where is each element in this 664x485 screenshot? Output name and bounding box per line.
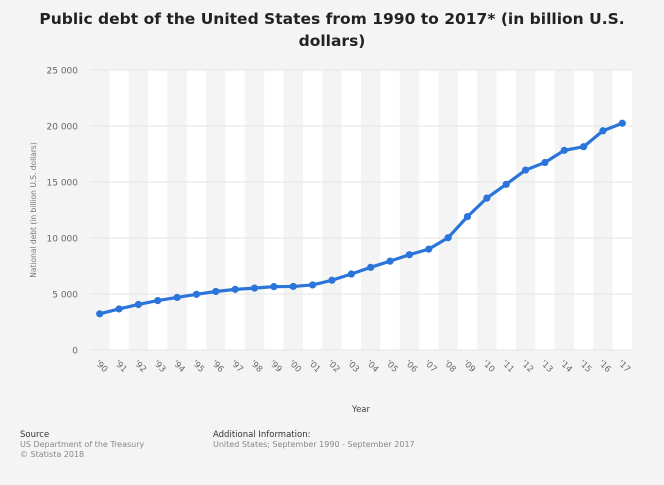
data-point <box>599 127 607 135</box>
chart-title: Public debt of the United States from 19… <box>39 10 625 50</box>
y-tick-label: 15 000 <box>47 179 79 189</box>
source-line-statista: © Statista 2018 <box>20 450 85 459</box>
x-tick-label: '00 <box>286 358 302 374</box>
x-tick-label: '93 <box>151 358 167 374</box>
data-point <box>425 245 433 253</box>
y-tick-label: 5 000 <box>52 291 78 301</box>
background-band <box>419 70 439 350</box>
data-point <box>405 251 413 259</box>
x-tick-label: '05 <box>383 358 399 374</box>
data-point <box>289 282 297 291</box>
background-band <box>380 70 400 350</box>
data-point <box>328 276 336 284</box>
data-point <box>521 166 530 174</box>
data-point <box>502 180 510 188</box>
x-tick-label: '97 <box>228 358 244 374</box>
x-tick-label: '10 <box>480 358 496 374</box>
data-point <box>463 213 472 221</box>
x-tick-label: '14 <box>557 358 573 374</box>
data-point <box>580 143 588 151</box>
data-point <box>367 263 375 271</box>
data-point <box>270 283 278 291</box>
background-band <box>457 70 478 350</box>
data-point <box>231 285 239 293</box>
x-tick-label: '94 <box>170 358 186 374</box>
background-band <box>535 70 555 350</box>
x-tick-label: '06 <box>403 358 419 374</box>
data-point <box>173 293 181 302</box>
data-point <box>560 146 568 154</box>
data-point <box>154 296 162 305</box>
background-band <box>186 70 207 350</box>
x-tick-label: '08 <box>441 358 457 374</box>
background-band <box>341 70 361 350</box>
data-point <box>96 310 104 318</box>
data-point <box>347 270 355 278</box>
x-tick-label: '16 <box>596 358 612 374</box>
background-band <box>302 70 323 350</box>
data-point <box>250 284 259 292</box>
background-band <box>573 70 594 350</box>
x-axis-title: Year <box>351 405 371 415</box>
x-tick-label: '09 <box>461 358 477 374</box>
x-tick-label: '95 <box>190 358 206 374</box>
data-point <box>192 290 201 298</box>
source-block: Source US Department of the Treasury © S… <box>20 430 144 460</box>
x-tick-label: '02 <box>325 358 341 374</box>
additional-info-block: Additional Information: United States; S… <box>213 430 415 450</box>
data-point <box>212 287 220 296</box>
background-band <box>148 70 168 350</box>
data-point <box>541 158 549 167</box>
x-tick-label: '01 <box>306 358 322 374</box>
background-band <box>225 70 245 350</box>
x-tick-label: '04 <box>364 358 380 374</box>
background-band <box>109 70 129 350</box>
x-tick-label: '90 <box>93 358 109 374</box>
x-tick-label: '92 <box>132 358 148 374</box>
data-point <box>618 119 626 127</box>
x-tick-label: '99 <box>267 358 283 374</box>
y-axis-title: National debt (in billion U.S. dollars) <box>29 142 38 278</box>
data-point <box>115 305 123 313</box>
x-tick-label: '15 <box>577 358 593 374</box>
x-tick-label: '98 <box>248 358 264 374</box>
additional-info-text: United States; September 1990 - Septembe… <box>213 440 415 449</box>
series-line <box>98 121 624 316</box>
x-tick-label: '96 <box>209 358 225 374</box>
y-tick-label: 0 <box>72 347 78 357</box>
background-band <box>612 70 632 350</box>
x-tick-label: '07 <box>422 358 438 374</box>
additional-info-label: Additional Information: <box>213 430 311 440</box>
y-tick-label: 10 000 <box>47 235 79 245</box>
x-tick-label: '12 <box>519 358 535 374</box>
background-band <box>264 70 284 350</box>
x-tick-label: '11 <box>499 358 515 374</box>
x-tick-label: '17 <box>616 358 632 374</box>
data-point <box>134 300 142 309</box>
data-point <box>386 257 394 265</box>
background-band <box>496 70 516 350</box>
x-tick-label: '03 <box>345 358 361 374</box>
data-point <box>483 194 491 202</box>
source-line-treasury[interactable]: US Department of the Treasury <box>20 440 145 449</box>
data-point <box>444 234 452 242</box>
source-label: Source <box>20 430 50 440</box>
data-point <box>309 281 317 289</box>
x-tick-label: '13 <box>538 358 554 374</box>
x-tick-label: '91 <box>112 358 128 374</box>
y-tick-label: 20 000 <box>47 123 79 133</box>
y-tick-label: 25 000 <box>47 67 79 77</box>
